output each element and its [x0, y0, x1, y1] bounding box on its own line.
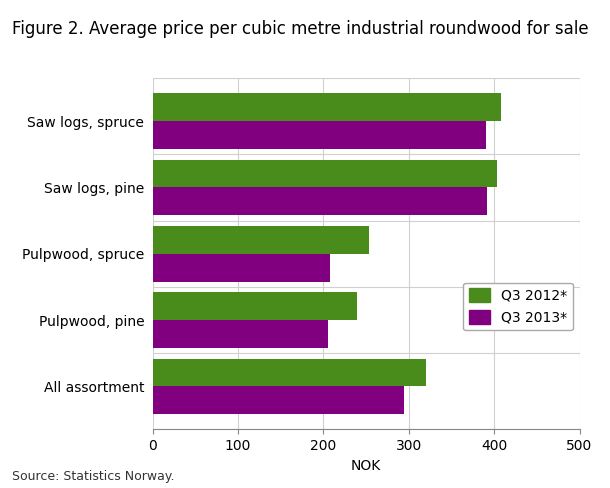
Text: Source: Statistics Norway.: Source: Statistics Norway.: [12, 470, 174, 483]
Bar: [152, 254, 330, 282]
Bar: [152, 187, 487, 215]
Bar: [152, 320, 328, 348]
Bar: [152, 226, 368, 254]
Legend: Q3 2012*, Q3 2013*: Q3 2012*, Q3 2013*: [464, 283, 573, 330]
Bar: [152, 93, 501, 121]
Text: Figure 2. Average price per cubic metre industrial roundwood for sale: Figure 2. Average price per cubic metre …: [12, 20, 589, 38]
Bar: [152, 160, 497, 187]
Bar: [152, 121, 486, 149]
Bar: [152, 292, 357, 320]
X-axis label: NOK: NOK: [351, 459, 381, 473]
Bar: [152, 359, 426, 386]
Bar: [152, 386, 404, 414]
